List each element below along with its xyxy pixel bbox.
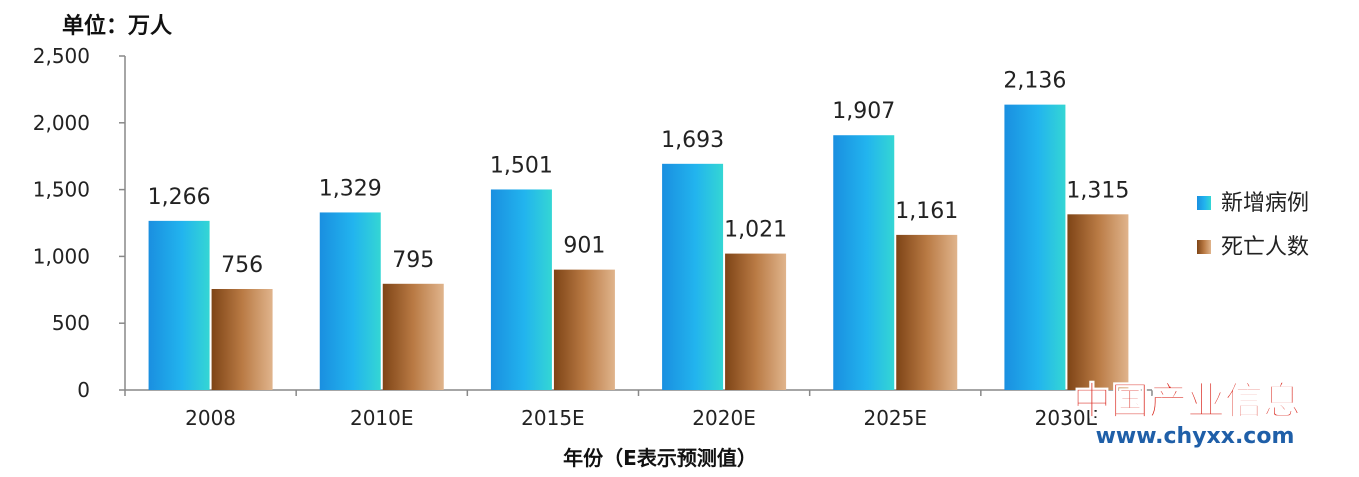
y-ticks: 0 500 1,000 1,500 2,000 2,500 [33, 44, 125, 402]
data-label-new-cases: 1,907 [832, 99, 895, 124]
bar-new-cases [1004, 104, 1066, 390]
x-tick-label: 2030E [1035, 406, 1099, 430]
bar-deaths [725, 253, 787, 390]
watermark-url: www.chyxx.com [1096, 424, 1295, 449]
y-tick-label: 500 [52, 311, 90, 335]
data-label-new-cases: 1,329 [319, 176, 382, 201]
legend: 新增病例 死亡人数 [1197, 191, 1309, 260]
x-axis-title: 年份（E表示预测值） [563, 446, 757, 470]
x-tick-label: 2020E [692, 406, 756, 430]
x-tick-label: 2025E [863, 406, 927, 430]
data-label-deaths: 1,315 [1066, 178, 1129, 203]
data-label-deaths: 901 [563, 234, 605, 259]
bar-new-cases [833, 135, 895, 390]
data-label-deaths: 756 [221, 253, 263, 278]
legend-label-deaths: 死亡人数 [1221, 235, 1309, 260]
bars: 1,266 756 1,329 795 1,501 901 1,693 1,021 1,907 1… [148, 69, 1129, 390]
bar-deaths [382, 283, 444, 390]
y-tick-label: 1,000 [33, 244, 90, 268]
data-label-deaths: 1,161 [895, 199, 958, 224]
bar-new-cases [319, 212, 381, 390]
watermark: 中国产业信息 www.chyxx.com [1072, 379, 1301, 450]
y-tick-label: 0 [77, 378, 90, 402]
legend-swatch-new-cases [1197, 196, 1211, 210]
bar-deaths [553, 269, 615, 390]
y-tick-label: 2,000 [33, 111, 90, 135]
legend-swatch-deaths [1197, 240, 1211, 254]
bar-deaths [896, 234, 958, 390]
data-label-deaths: 795 [392, 248, 434, 273]
data-label-deaths: 1,021 [724, 218, 787, 243]
data-label-new-cases: 2,136 [1003, 69, 1066, 94]
watermark-text: 中国产业信息 [1073, 379, 1301, 423]
legend-label-new-cases: 新增病例 [1221, 191, 1309, 216]
data-label-new-cases: 1,693 [661, 128, 724, 153]
bar-deaths [1067, 214, 1129, 390]
bar-deaths [211, 288, 273, 390]
x-tick-label: 2015E [521, 406, 585, 430]
data-label-new-cases: 1,266 [148, 185, 211, 210]
bar-new-cases [148, 220, 210, 390]
unit-label: 单位：万人 [62, 13, 172, 39]
x-tick-label: 2010E [350, 406, 414, 430]
y-tick-label: 1,500 [33, 178, 90, 202]
bar-new-cases [490, 189, 552, 390]
x-ticks: 2008 2010E 2015E 2020E 2025E 2030E [124, 390, 1153, 430]
data-label-new-cases: 1,501 [490, 153, 553, 178]
x-tick-label: 2008 [185, 406, 236, 430]
y-tick-label: 2,500 [33, 44, 90, 68]
bar-new-cases [662, 163, 724, 390]
